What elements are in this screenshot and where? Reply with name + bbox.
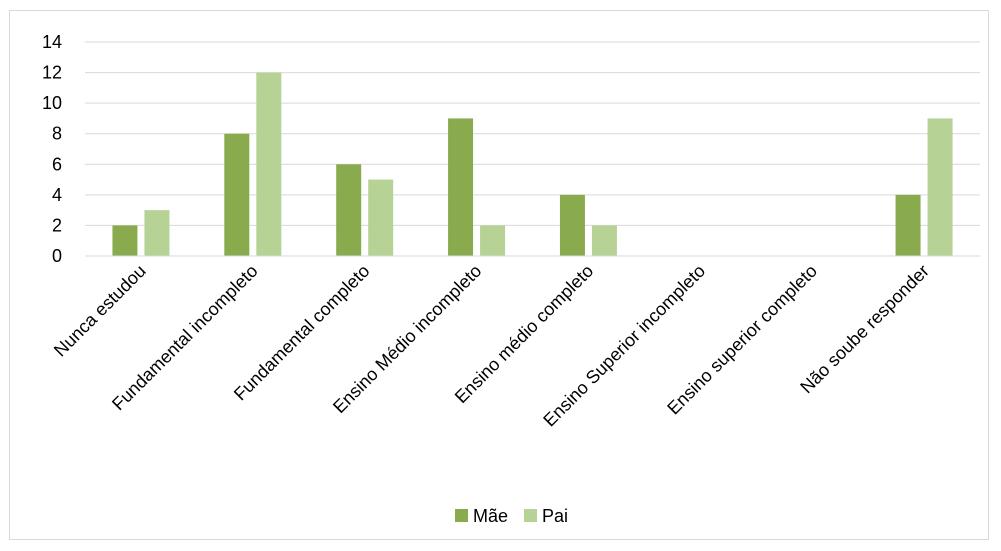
y-tick-label: 4: [52, 185, 62, 205]
bar-pai-3: [480, 225, 506, 256]
legend: Mãe Pai: [455, 506, 568, 526]
bar-pai-2: [368, 179, 394, 256]
bar-pai-4: [591, 225, 617, 256]
bar-mae-3: [448, 118, 474, 256]
legend-label: Pai: [542, 506, 568, 526]
gridlines: [85, 41, 980, 226]
legend-swatch-mae: [455, 509, 468, 522]
y-tick-label: 12: [42, 63, 62, 83]
y-tick-label: 6: [52, 154, 62, 174]
bar-mae-0: [112, 225, 138, 256]
chart-frame: [9, 10, 989, 540]
x-category-label: Nunca estudou: [50, 261, 150, 361]
bar-pai-7: [927, 118, 953, 256]
y-axis-ticks: 0 2 4 6 8 10 12 14: [42, 32, 62, 266]
x-category-label: Não soube responder: [796, 261, 933, 398]
y-tick-label: 8: [52, 124, 62, 144]
bar-mae-7: [895, 194, 921, 256]
legend-label: Mãe: [473, 506, 508, 526]
legend-swatch-pai: [524, 509, 538, 522]
bar-pai-1: [256, 72, 282, 256]
y-tick-label: 2: [52, 215, 62, 235]
bar-mae-1: [224, 133, 250, 256]
y-tick-label: 14: [42, 32, 62, 52]
bars: [112, 72, 953, 256]
bar-mae-2: [336, 164, 362, 256]
y-tick-label: 0: [52, 246, 62, 266]
bar-mae-4: [559, 194, 585, 256]
bar-pai-0: [144, 210, 170, 256]
y-tick-label: 10: [42, 93, 62, 113]
